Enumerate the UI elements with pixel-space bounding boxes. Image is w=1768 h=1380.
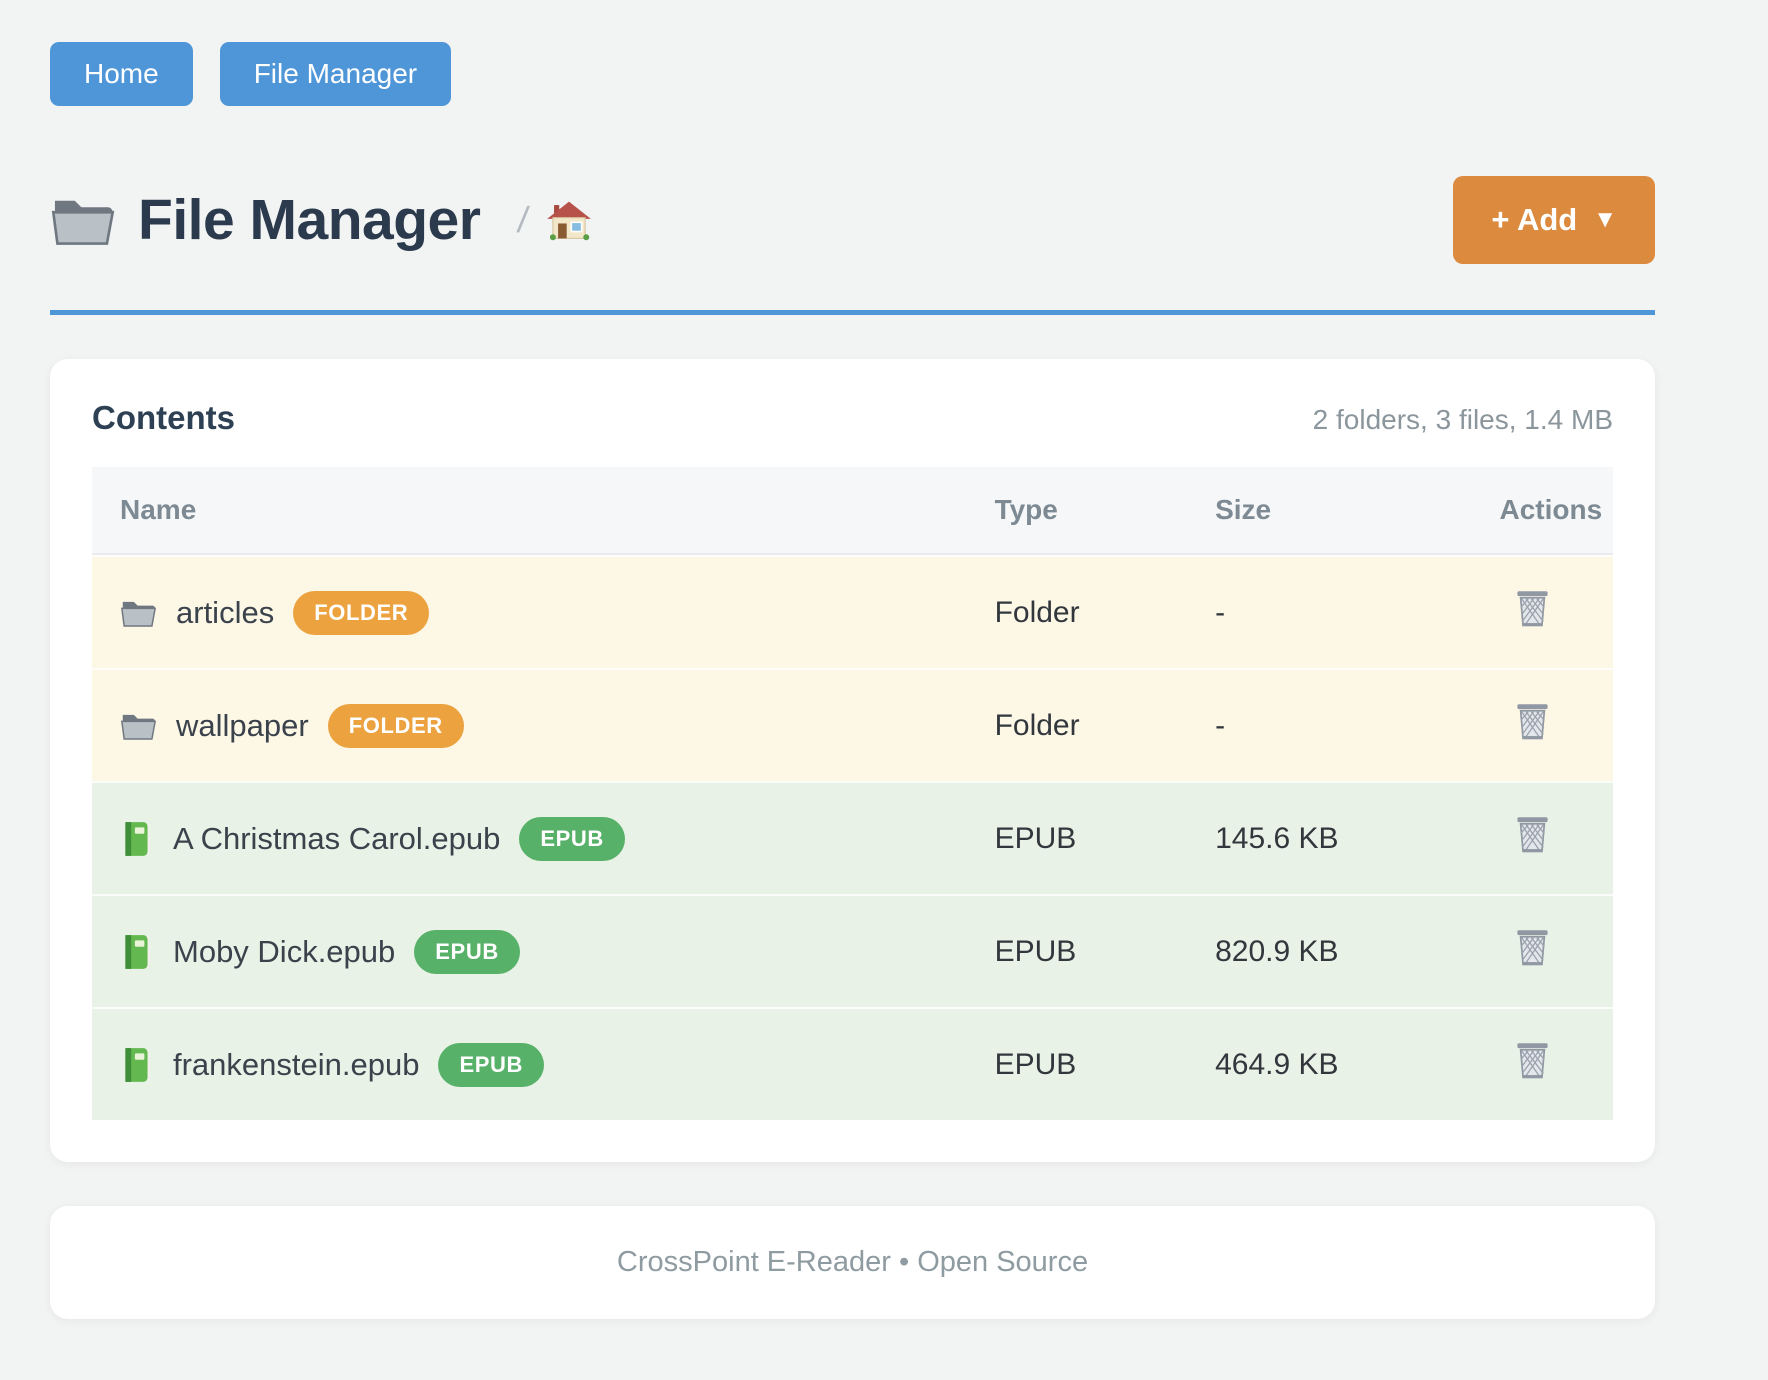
title-divider — [50, 310, 1655, 315]
table-row: frankenstein.epub EPUB EPUB 464.9 KB — [92, 1007, 1613, 1120]
breadcrumb-separator: / — [515, 199, 531, 240]
table-row: A Christmas Carol.epub EPUB EPUB 145.6 K… — [92, 781, 1613, 894]
folder-icon — [120, 598, 157, 628]
type-cell: EPUB — [994, 821, 1077, 855]
page-title-text: File Manager — [138, 188, 481, 252]
table-header-row: Name Type Size Actions — [92, 467, 1613, 555]
size-cell: 464.9 KB — [1215, 1047, 1339, 1081]
table-row: Moby Dick.epub EPUB EPUB 820.9 KB — [92, 894, 1613, 1007]
add-button-label: + Add — [1491, 202, 1578, 237]
size-cell: 145.6 KB — [1215, 821, 1339, 855]
delete-button[interactable] — [1514, 588, 1551, 629]
type-cell: Folder — [994, 708, 1080, 742]
page-title: File Manager / — [50, 187, 592, 253]
page: Home File Manager File Manager / + Add ▼… — [50, 0, 1655, 1319]
delete-button[interactable] — [1514, 1040, 1551, 1081]
size-cell: - — [1215, 708, 1226, 742]
type-cell: Folder — [994, 595, 1080, 629]
green-book-icon — [120, 933, 154, 971]
file-link[interactable]: Moby Dick.epub — [173, 933, 396, 969]
delete-button[interactable] — [1514, 814, 1551, 855]
delete-button[interactable] — [1514, 701, 1551, 742]
top-nav: Home File Manager — [50, 42, 1655, 106]
add-button[interactable]: + Add ▼ — [1453, 176, 1655, 264]
wastebasket-icon — [1514, 1040, 1551, 1081]
footer-text: CrossPoint E-Reader • Open Source — [616, 1246, 1089, 1278]
epub-badge: EPUB — [519, 816, 625, 861]
green-book-icon — [120, 1046, 154, 1084]
file-link[interactable]: frankenstein.epub — [173, 1046, 420, 1082]
epub-badge: EPUB — [414, 929, 520, 974]
house-icon[interactable] — [546, 199, 592, 242]
delete-button[interactable] — [1514, 927, 1551, 968]
column-header-actions: Actions — [1499, 494, 1603, 525]
file-manager-button[interactable]: File Manager — [219, 42, 452, 106]
wastebasket-icon — [1514, 814, 1551, 855]
folder-badge: FOLDER — [293, 590, 430, 635]
green-book-icon — [120, 820, 154, 858]
folder-badge: FOLDER — [327, 703, 464, 748]
contents-title: Contents — [92, 399, 235, 436]
chevron-down-icon: ▼ — [1593, 206, 1617, 233]
table-row: wallpaper FOLDER Folder - — [92, 668, 1613, 781]
column-header-size: Size — [1215, 494, 1272, 525]
breadcrumb: / — [515, 199, 592, 242]
size-cell: 820.9 KB — [1215, 934, 1339, 968]
wastebasket-icon — [1514, 588, 1551, 629]
column-header-type: Type — [994, 494, 1058, 525]
contents-header: Contents 2 folders, 3 files, 1.4 MB — [92, 399, 1613, 437]
footer: CrossPoint E-Reader • Open Source — [50, 1206, 1655, 1319]
home-button[interactable]: Home — [50, 42, 193, 106]
file-link[interactable]: A Christmas Carol.epub — [173, 820, 501, 856]
file-link[interactable]: wallpaper — [176, 707, 309, 743]
table-row: articles FOLDER Folder - — [92, 555, 1613, 668]
folder-icon — [120, 711, 157, 741]
folder-icon — [50, 194, 116, 247]
contents-panel: Contents 2 folders, 3 files, 1.4 MB Name… — [50, 359, 1655, 1162]
type-cell: EPUB — [994, 1047, 1077, 1081]
column-header-name: Name — [120, 494, 197, 525]
size-cell: - — [1215, 595, 1226, 629]
epub-badge: EPUB — [438, 1042, 544, 1087]
file-table: Name Type Size Actions articles FOLDER F… — [92, 467, 1613, 1120]
contents-summary: 2 folders, 3 files, 1.4 MB — [1312, 404, 1613, 435]
type-cell: EPUB — [994, 934, 1077, 968]
wastebasket-icon — [1514, 701, 1551, 742]
wastebasket-icon — [1514, 927, 1551, 968]
file-link[interactable]: articles — [176, 594, 275, 630]
title-row: File Manager / + Add ▼ — [50, 176, 1655, 264]
